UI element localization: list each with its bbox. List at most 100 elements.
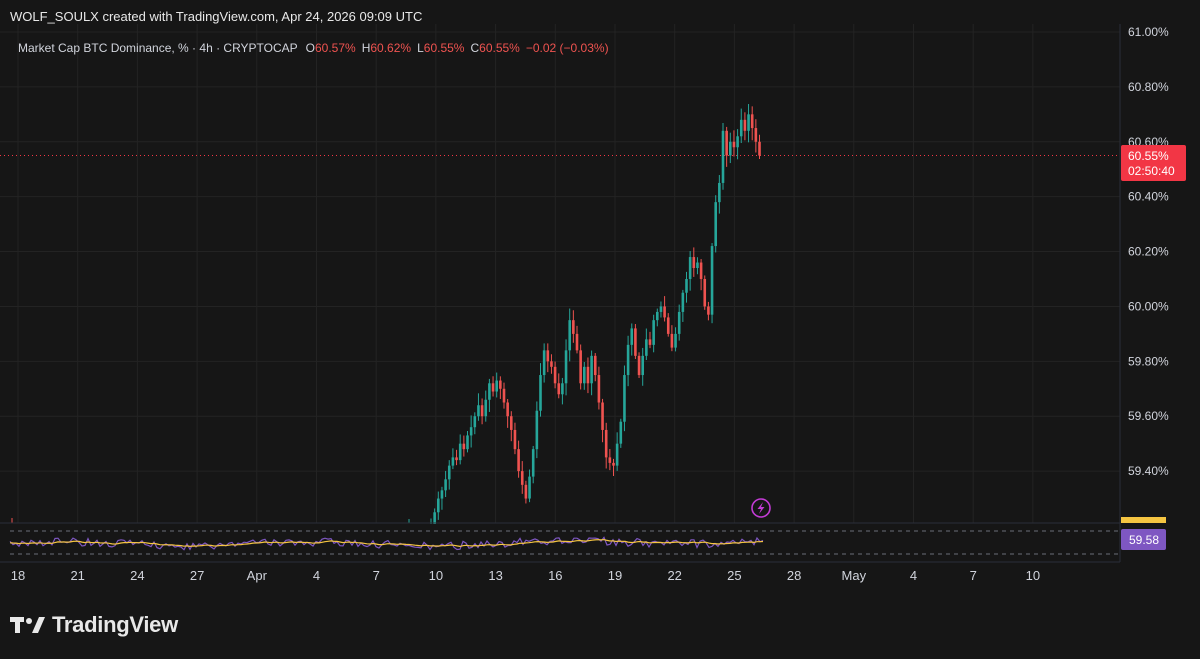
time-tick-label: 7 bbox=[373, 568, 380, 583]
time-axis[interactable]: 18 21 24 27 Apr 4 7 10 13 16 19 22 25 28 May 4 7 10 bbox=[11, 568, 1040, 583]
legend-low-value: 60.55% bbox=[424, 41, 465, 55]
price-pane[interactable] bbox=[0, 24, 1120, 522]
candle[interactable] bbox=[458, 434, 462, 465]
candle[interactable] bbox=[535, 401, 539, 459]
candle[interactable] bbox=[656, 308, 659, 327]
candle[interactable] bbox=[652, 314, 655, 353]
candle[interactable] bbox=[718, 175, 721, 214]
candle[interactable] bbox=[608, 449, 612, 471]
candle[interactable] bbox=[495, 372, 498, 398]
candle[interactable] bbox=[473, 412, 477, 435]
candle[interactable] bbox=[641, 347, 644, 386]
candle[interactable] bbox=[451, 448, 455, 470]
candle[interactable] bbox=[710, 243, 714, 324]
candle[interactable] bbox=[575, 325, 579, 354]
candle[interactable] bbox=[758, 134, 761, 159]
candle[interactable] bbox=[542, 343, 546, 383]
candle[interactable] bbox=[623, 365, 626, 432]
candle[interactable] bbox=[531, 445, 535, 484]
candle[interactable] bbox=[462, 435, 466, 457]
candle[interactable] bbox=[707, 301, 710, 321]
candle[interactable] bbox=[528, 469, 531, 503]
candle[interactable] bbox=[688, 251, 692, 291]
candle[interactable] bbox=[619, 418, 623, 448]
candle[interactable] bbox=[510, 411, 513, 442]
candle[interactable] bbox=[491, 376, 495, 397]
candle[interactable] bbox=[440, 486, 444, 510]
candle[interactable] bbox=[747, 104, 750, 143]
candle[interactable] bbox=[550, 354, 553, 374]
candle[interactable] bbox=[484, 390, 488, 422]
candle[interactable] bbox=[499, 376, 502, 399]
candle[interactable] bbox=[597, 366, 601, 410]
candle[interactable] bbox=[455, 449, 458, 466]
candle[interactable] bbox=[524, 480, 528, 504]
candle[interactable] bbox=[546, 343, 550, 373]
candle[interactable] bbox=[506, 398, 509, 428]
candle[interactable] bbox=[732, 130, 736, 157]
price-chart[interactable]: Market Cap BTC Dominance, % · 4h · CRYPT… bbox=[0, 24, 1200, 592]
candle[interactable] bbox=[736, 129, 739, 160]
candle[interactable] bbox=[666, 313, 670, 337]
candle[interactable] bbox=[564, 339, 568, 396]
candles[interactable] bbox=[11, 104, 761, 540]
candle[interactable] bbox=[714, 195, 717, 253]
candle[interactable] bbox=[488, 378, 491, 412]
candle[interactable] bbox=[593, 353, 597, 382]
candle[interactable] bbox=[615, 432, 619, 471]
candle[interactable] bbox=[557, 373, 561, 399]
candle[interactable] bbox=[502, 382, 506, 409]
candle[interactable] bbox=[444, 470, 447, 498]
candle[interactable] bbox=[539, 363, 542, 417]
candle[interactable] bbox=[692, 247, 696, 277]
candle[interactable] bbox=[480, 398, 484, 425]
candle[interactable] bbox=[469, 415, 473, 448]
time-tick-label: 4 bbox=[313, 568, 320, 583]
candle[interactable] bbox=[626, 335, 630, 387]
candle[interactable] bbox=[579, 344, 582, 390]
candle[interactable] bbox=[754, 119, 758, 153]
candle[interactable] bbox=[568, 308, 571, 362]
candle[interactable] bbox=[612, 458, 615, 476]
tradingview-logo[interactable]: TradingView bbox=[10, 612, 178, 638]
price-axis[interactable]: 61.00%60.80%60.60%60.40%60.20%60.00%59.8… bbox=[1128, 25, 1169, 478]
candle[interactable] bbox=[517, 440, 520, 478]
candle[interactable] bbox=[553, 361, 557, 389]
candle[interactable] bbox=[586, 357, 590, 394]
candle[interactable] bbox=[437, 491, 440, 520]
candle[interactable] bbox=[583, 362, 586, 390]
candle[interactable] bbox=[466, 430, 469, 453]
candle[interactable] bbox=[590, 350, 593, 396]
candle[interactable] bbox=[447, 460, 451, 490]
candle[interactable] bbox=[513, 422, 517, 455]
candle[interactable] bbox=[681, 289, 685, 322]
candle[interactable] bbox=[743, 112, 747, 141]
candle[interactable] bbox=[729, 132, 732, 164]
candle[interactable] bbox=[520, 461, 524, 494]
candle[interactable] bbox=[685, 271, 688, 303]
candle[interactable] bbox=[477, 393, 480, 421]
candle[interactable] bbox=[634, 324, 637, 359]
lightning-icon[interactable] bbox=[751, 498, 771, 518]
candle[interactable] bbox=[663, 296, 666, 322]
candle[interactable] bbox=[604, 422, 608, 469]
candle[interactable] bbox=[630, 323, 634, 356]
candle[interactable] bbox=[696, 257, 699, 275]
candle[interactable] bbox=[572, 310, 575, 343]
candle[interactable] bbox=[645, 328, 648, 360]
candle[interactable] bbox=[750, 106, 754, 141]
candle[interactable] bbox=[670, 325, 674, 352]
candle[interactable] bbox=[601, 398, 604, 443]
candle[interactable] bbox=[561, 377, 564, 405]
candle[interactable] bbox=[725, 126, 728, 167]
candle[interactable] bbox=[703, 275, 707, 310]
candle[interactable] bbox=[659, 301, 663, 318]
candle[interactable] bbox=[677, 304, 681, 341]
candle[interactable] bbox=[699, 259, 703, 291]
candle[interactable] bbox=[721, 122, 725, 190]
candle[interactable] bbox=[674, 327, 677, 352]
candle[interactable] bbox=[648, 331, 652, 349]
candle[interactable] bbox=[739, 108, 743, 144]
event-icon[interactable] bbox=[751, 498, 771, 518]
candle[interactable] bbox=[637, 352, 641, 379]
